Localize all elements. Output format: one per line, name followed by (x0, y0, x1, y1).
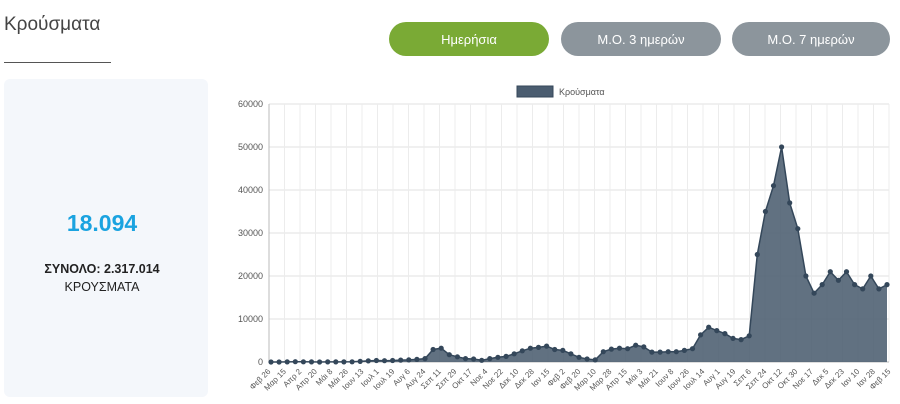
data-point (373, 357, 379, 364)
data-point (284, 359, 290, 365)
current-value: 18.094 (66, 210, 138, 236)
data-point (657, 349, 663, 355)
data-point (641, 344, 647, 350)
data-point (333, 359, 339, 365)
data-point (868, 273, 874, 279)
unit-label: ΚΡΟΥΣΜΑΤΑ (64, 280, 140, 294)
data-point (625, 346, 631, 352)
data-point (349, 359, 355, 365)
y-tick-label: 60000 (238, 99, 263, 109)
data-point (422, 356, 428, 362)
data-point (689, 346, 696, 352)
data-point (827, 269, 833, 275)
data-point (560, 347, 566, 353)
data-point (479, 357, 485, 363)
data-point (503, 353, 509, 359)
data-point (730, 335, 736, 341)
data-point (454, 354, 460, 360)
data-point (843, 269, 850, 275)
y-tick-label: 10000 (238, 314, 263, 324)
legend-swatch (516, 85, 554, 98)
data-point (754, 251, 760, 258)
data-point (852, 282, 858, 288)
y-tick-label: 30000 (238, 228, 263, 238)
daily-button[interactable]: Ημερήσια (389, 22, 549, 56)
data-point (308, 359, 315, 365)
y-tick-label: 50000 (238, 142, 263, 152)
page-title: Κρούσματα (4, 14, 101, 35)
data-point (487, 356, 493, 362)
data-point (608, 346, 614, 352)
data-point (665, 349, 671, 355)
data-point (738, 337, 744, 343)
data-point (365, 358, 371, 364)
summary-card (4, 79, 208, 397)
data-point (576, 354, 582, 360)
data-point (714, 328, 720, 334)
data-point (398, 357, 404, 363)
data-point (673, 349, 679, 355)
data-point (616, 345, 623, 351)
data-point (430, 346, 436, 353)
y-tick-label: 20000 (238, 271, 263, 281)
seven-day-average-button[interactable]: Μ.Ο. 7 ημερών (732, 22, 890, 56)
data-point (803, 273, 809, 279)
data-point (876, 286, 882, 292)
title-underline (4, 62, 111, 63)
data-point (527, 345, 533, 351)
data-point (552, 346, 558, 353)
data-point (406, 357, 412, 363)
data-point (762, 208, 769, 215)
data-point (414, 356, 420, 362)
data-point (317, 359, 323, 365)
data-point (698, 332, 704, 338)
data-point (390, 357, 396, 364)
data-point (746, 333, 752, 339)
data-point (584, 356, 590, 362)
data-point (600, 349, 606, 355)
data-point (357, 358, 363, 364)
data-point (795, 226, 801, 232)
data-point (884, 282, 890, 288)
data-point (438, 345, 444, 351)
data-point (519, 348, 525, 354)
data-point (292, 359, 298, 365)
data-point (446, 352, 452, 358)
data-point (681, 347, 687, 353)
data-point (276, 359, 282, 365)
data-point (592, 357, 598, 363)
legend-label: Κρούσματα (559, 87, 605, 97)
data-point (471, 356, 477, 362)
y-tick-label: 0 (258, 357, 263, 367)
data-point (649, 349, 655, 355)
data-point (268, 359, 274, 365)
three-day-average-button[interactable]: Μ.Ο. 3 ημερών (561, 22, 721, 56)
data-point (568, 351, 574, 357)
data-point (706, 324, 712, 330)
data-point (535, 344, 542, 350)
data-point (819, 282, 825, 288)
series-area (271, 147, 887, 362)
data-point (495, 354, 501, 360)
data-point (300, 359, 306, 365)
data-point (544, 343, 550, 349)
total-label: ΣΥΝΟΛΟ: 2.317.014 (44, 262, 160, 276)
data-point (511, 351, 517, 357)
data-point (770, 183, 777, 189)
data-point (722, 331, 728, 337)
data-point (811, 290, 817, 296)
data-point (341, 359, 347, 365)
data-point (381, 358, 388, 364)
data-point (779, 144, 785, 150)
data-point (325, 359, 331, 365)
data-point (462, 356, 469, 362)
data-point (787, 200, 793, 206)
y-tick-label: 40000 (238, 185, 263, 195)
data-point (860, 286, 866, 292)
data-point (835, 277, 842, 283)
data-point (633, 342, 639, 348)
